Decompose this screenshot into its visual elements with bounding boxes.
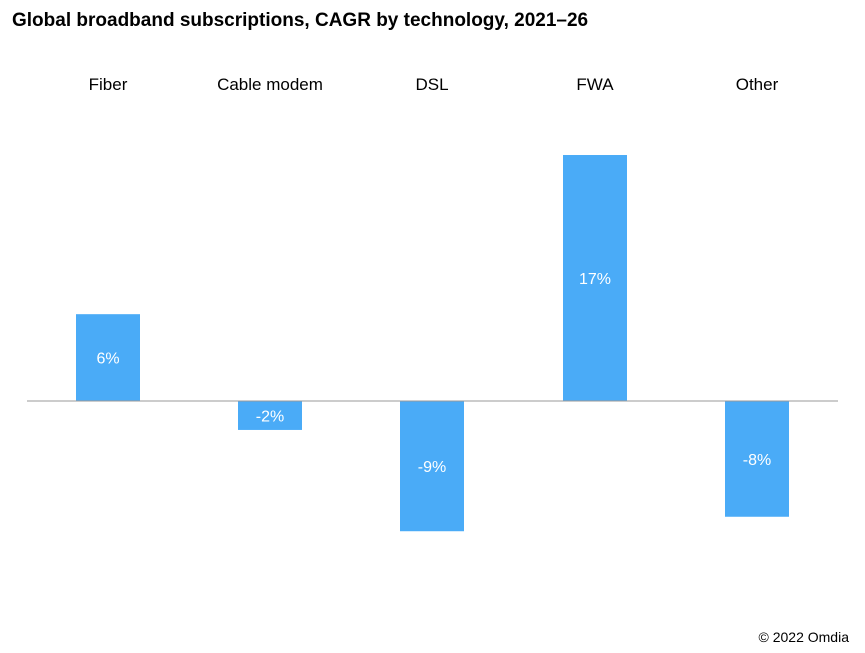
category-labels: Fiber Cable modem DSL FWA Other	[89, 75, 779, 94]
data-label: -9%	[418, 459, 446, 476]
bar	[725, 401, 789, 517]
category-label: Other	[736, 75, 779, 94]
bar	[400, 401, 464, 532]
bar	[238, 401, 302, 430]
category-label: Fiber	[89, 75, 128, 94]
chart-title: Global broadband subscriptions, CAGR by …	[12, 10, 589, 31]
data-label: -2%	[256, 408, 284, 425]
bar	[563, 155, 627, 401]
data-labels: 6% -2% -9% 17% -8%	[96, 271, 771, 476]
category-label: FWA	[576, 75, 614, 94]
bar	[76, 314, 140, 401]
copyright-credit: © 2022 Omdia	[758, 629, 849, 645]
data-label: 6%	[96, 351, 119, 368]
bars	[76, 155, 789, 532]
category-label: DSL	[415, 75, 448, 94]
data-label: 17%	[579, 271, 611, 288]
category-label: Cable modem	[217, 75, 323, 94]
data-label: -8%	[743, 452, 771, 469]
